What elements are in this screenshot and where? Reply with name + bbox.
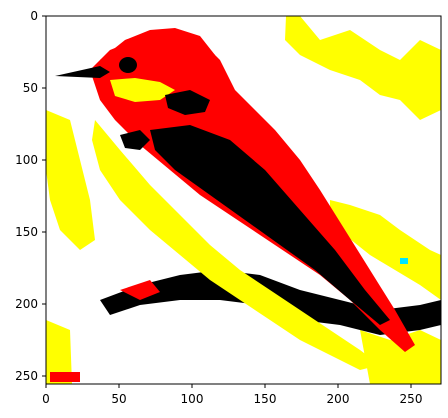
bird-breast bbox=[92, 120, 380, 370]
y-tick-label: 0 bbox=[30, 9, 38, 23]
foliage-bottom-right bbox=[360, 330, 441, 384]
bottom-red-mark bbox=[50, 372, 80, 382]
y-tick-label: 250 bbox=[15, 369, 38, 383]
bird-eye bbox=[119, 57, 137, 73]
x-tick-label: 250 bbox=[400, 392, 423, 406]
x-tick-label: 200 bbox=[327, 392, 350, 406]
posterized-bird-image bbox=[46, 16, 441, 384]
bird-beak bbox=[55, 66, 110, 78]
bird-head bbox=[100, 28, 215, 95]
y-axis: 0 50 100 150 200 250 bbox=[15, 9, 46, 383]
bird-cheek bbox=[110, 78, 175, 102]
foliage-right-middle bbox=[330, 200, 441, 300]
foliage-left bbox=[46, 110, 95, 250]
y-tick-label: 200 bbox=[15, 297, 38, 311]
x-tick-label: 150 bbox=[254, 392, 277, 406]
x-tick-label: 50 bbox=[111, 392, 126, 406]
foliage-upper-right bbox=[285, 16, 441, 120]
x-axis: 0 50 100 150 200 250 bbox=[42, 384, 422, 406]
y-tick-label: 100 bbox=[15, 153, 38, 167]
branch-red-speckles bbox=[120, 280, 160, 300]
cyan-accent bbox=[400, 258, 408, 264]
y-tick-label: 50 bbox=[23, 81, 38, 95]
x-tick-label: 100 bbox=[181, 392, 204, 406]
x-tick-label: 0 bbox=[42, 392, 50, 406]
back-patch-2 bbox=[120, 130, 150, 150]
y-tick-label: 150 bbox=[15, 225, 38, 239]
axes-frame bbox=[45, 15, 442, 385]
foliage-bottom-left bbox=[46, 320, 72, 384]
back-patch bbox=[165, 90, 210, 115]
bird-wing bbox=[150, 125, 390, 325]
